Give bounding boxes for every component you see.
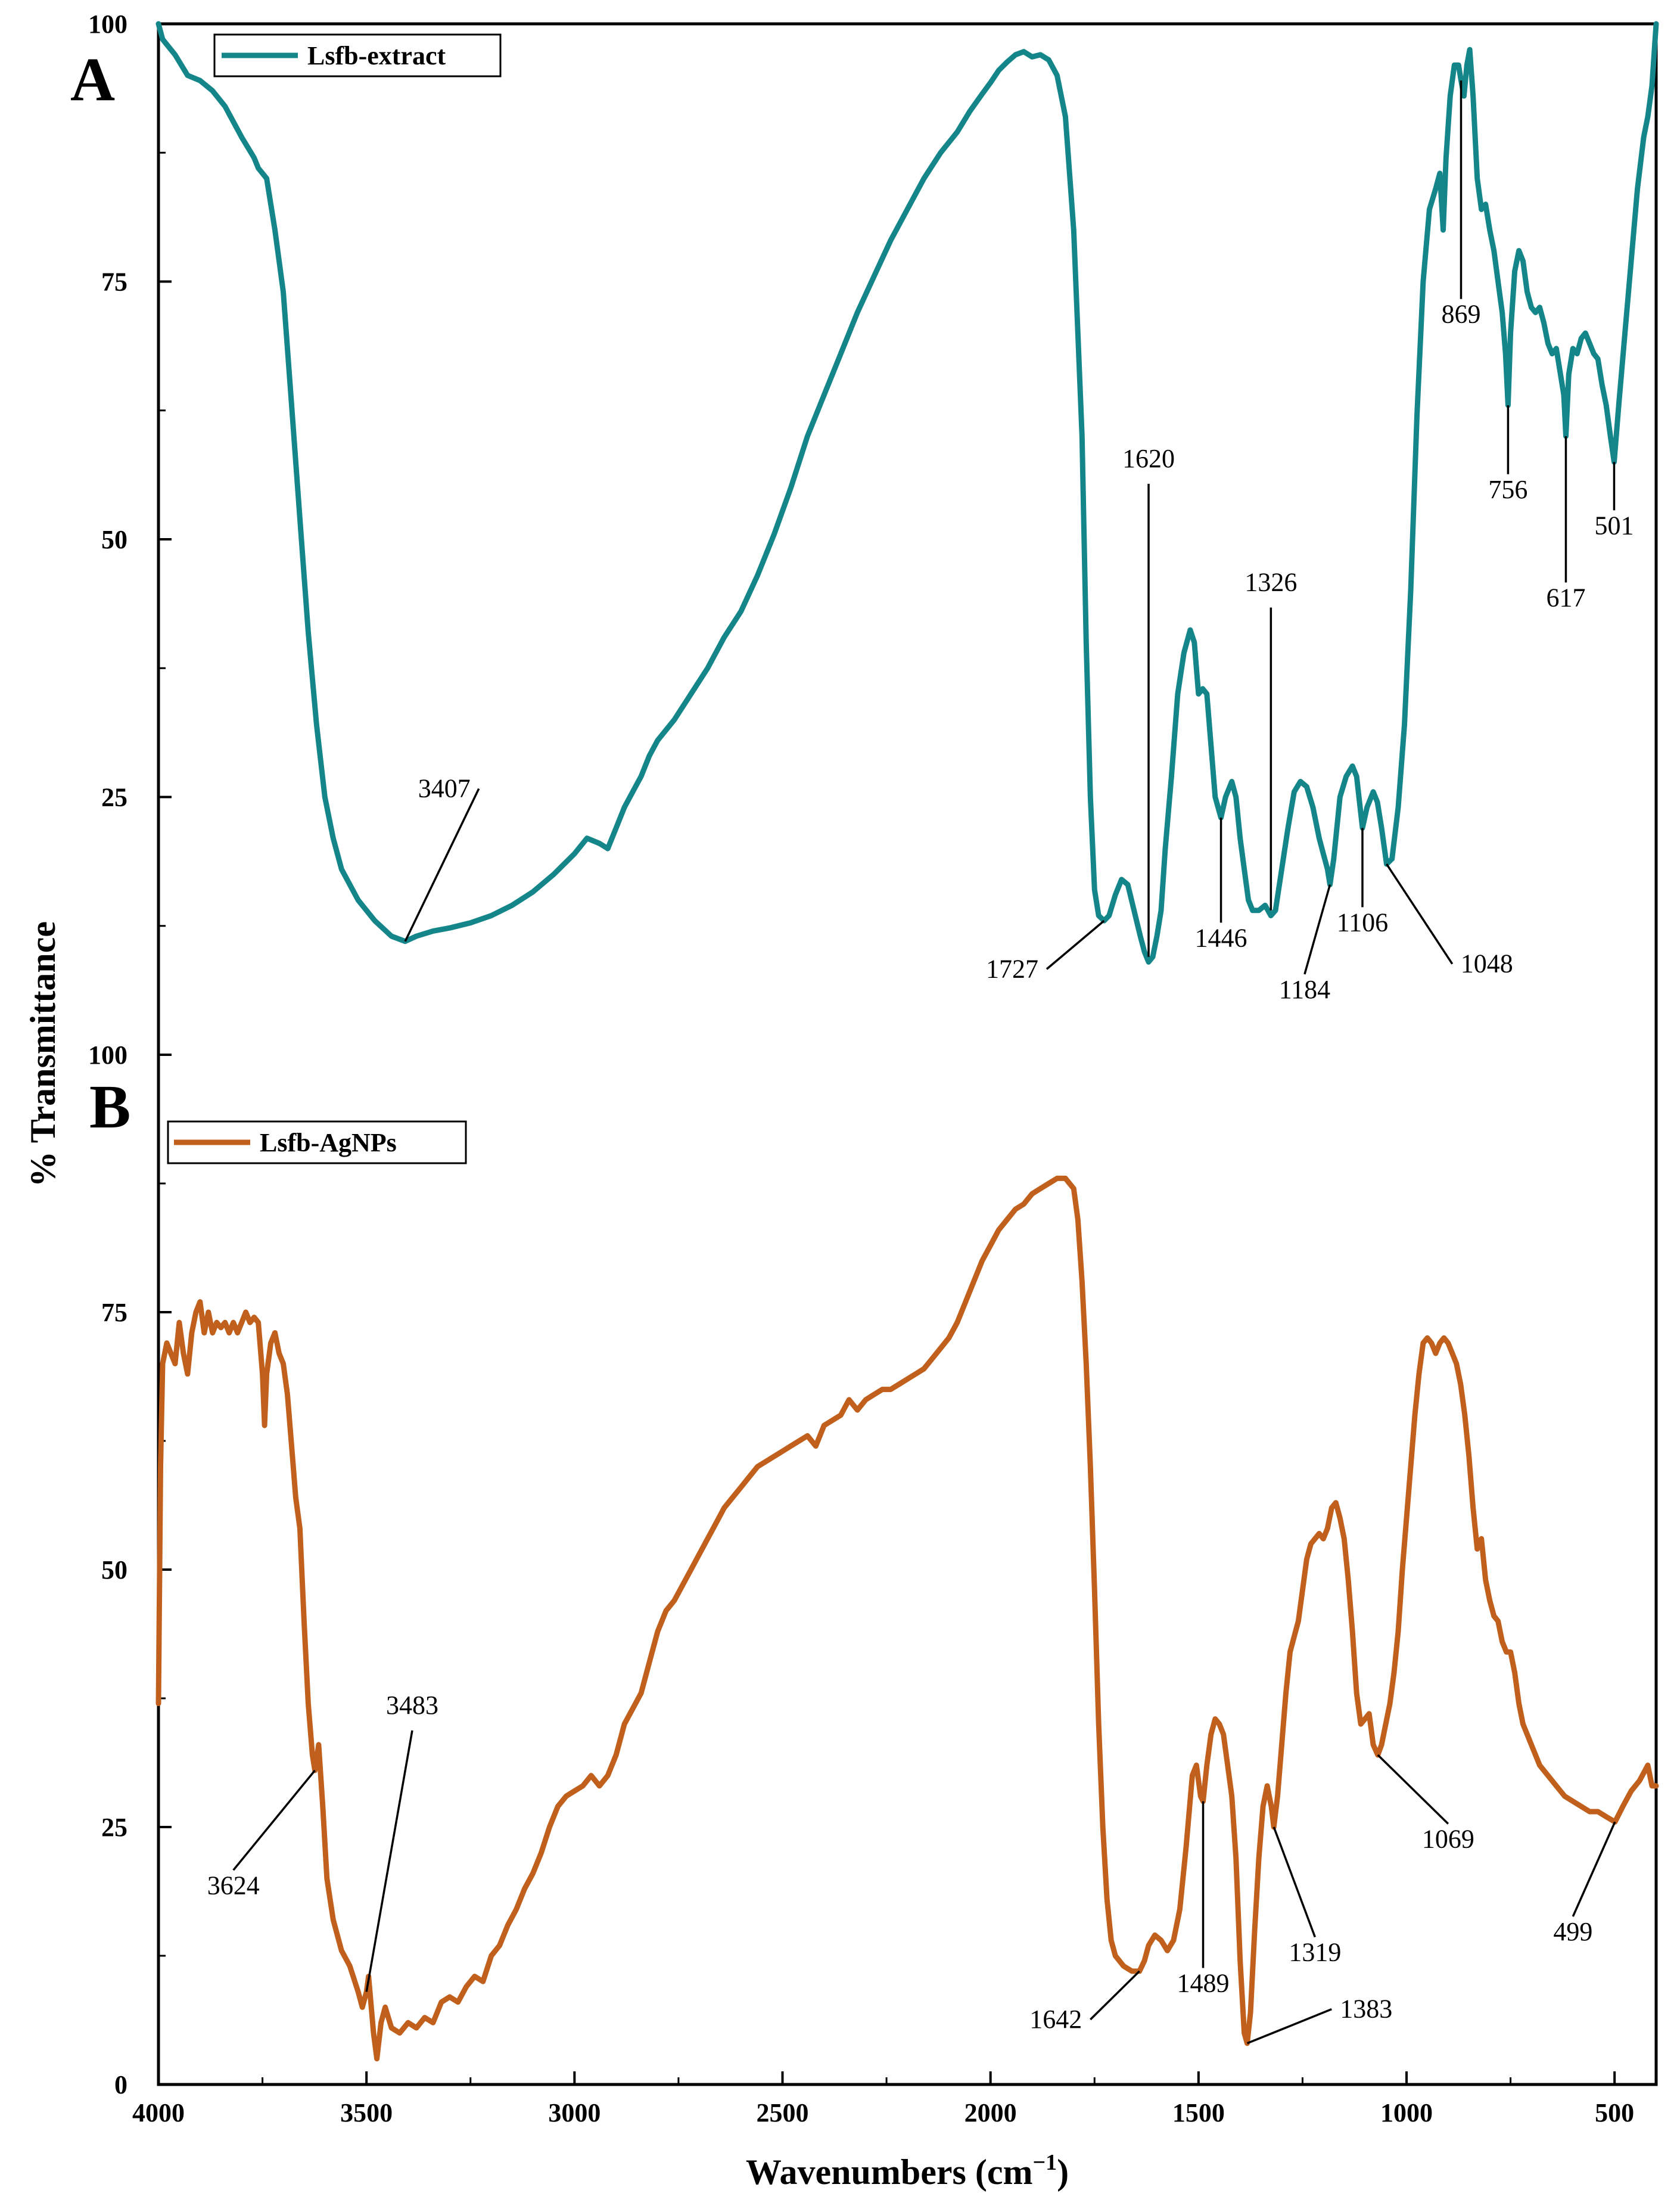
x-tick-label: 3500 [340,2098,393,2127]
peak-label-3483: 3483 [386,1691,438,1720]
y-tick-label: 0 [114,2070,127,2099]
x-tick-label: 2000 [964,2098,1017,2127]
peak-leader-line [1246,2008,1332,2045]
x-axis-title-sup: −1 [1032,2150,1057,2175]
peak-leader-line [1377,1754,1449,1825]
y-tick-label: 25 [101,783,127,812]
y-tick-label: 25 [101,1813,127,1842]
peak-label-1446: 1446 [1195,923,1247,952]
panel-a-series-line [155,21,1659,965]
peak-label-756: 756 [1488,475,1527,504]
panel-b-series-line [155,1175,1659,2062]
peak-label-1383: 1383 [1340,1994,1392,2024]
panel-a-legend: Lsfb-extract [213,33,502,77]
peak-label-1326: 1326 [1244,568,1297,597]
peak-leader-line [365,1730,413,1992]
panel-b-peak-labels: 3483 3624 1642 1489 1383 1319 1069 499 [207,1691,1616,2045]
peak-label-1620: 1620 [1122,444,1175,473]
peak-label-1727: 1727 [986,954,1038,983]
panel-b-y-axis: 0 25 50 75 100 [88,1040,172,2099]
x-axis-title-end: ) [1057,2152,1069,2192]
panel-a: A Lsfb-extract 25 50 75 100 3407 1620 1326 172… [70,10,1659,1004]
y-tick-label: 50 [101,1555,127,1585]
peak-label-869: 869 [1441,300,1480,329]
peak-label-501: 501 [1594,511,1634,540]
peak-label-1489: 1489 [1177,1968,1230,1997]
x-tick-label: 500 [1595,2098,1634,2127]
peak-leader-line [232,1769,316,1871]
peak-leader-line [1386,863,1454,965]
panel-a-legend-label: Lsfb-extract [307,41,446,70]
x-tick-label: 2500 [757,2098,809,2127]
panel-b-legend: Lsfb-AgNPs [167,1120,467,1164]
panel-b: B Lsfb-AgNPs 0 25 50 75 100 3483 3624 1642 1489… [88,1040,1659,2099]
panel-b-letter: B [89,1073,130,1141]
y-tick-label: 50 [101,525,127,554]
panel-a-y-axis: 25 50 75 100 [88,10,172,927]
panel-b-legend-label: Lsfb-AgNPs [260,1128,397,1157]
panel-a-letter: A [70,45,115,114]
y-tick-label: 100 [88,1040,127,1070]
peak-label-499: 499 [1553,1917,1592,1946]
peak-label-617: 617 [1546,583,1585,612]
peak-label-1069: 1069 [1422,1825,1474,1854]
y-tick-label: 75 [101,1298,127,1327]
peak-label-3624: 3624 [207,1871,260,1900]
peak-label-1048: 1048 [1461,949,1513,978]
x-axis-title-main: Wavenumbers (cm [746,2152,1033,2192]
peak-label-1106: 1106 [1337,908,1388,937]
peak-label-1184: 1184 [1279,975,1330,1004]
x-tick-label: 3000 [548,2098,601,2127]
peak-label-3407: 3407 [418,774,471,803]
peak-leader-line [1572,1821,1616,1917]
x-tick-label: 1500 [1172,2098,1225,2127]
peak-leader-line [1272,1826,1317,1938]
x-tick-label: 4000 [132,2098,185,2127]
peak-label-1642: 1642 [1029,2005,1082,2034]
panel-a-peak-labels: 3407 1620 1326 1727 1446 1184 1106 1048 869 756 61… [404,80,1634,1004]
y-tick-label: 100 [88,10,127,39]
peak-leader-line [1090,1970,1140,2021]
peak-leader-line [1046,919,1105,970]
peak-leader-line [404,788,480,942]
x-axis: 4000 3500 3000 2500 2000 1500 1000 500 [132,2071,1634,2127]
y-tick-label: 75 [101,268,127,297]
peak-label-1319: 1319 [1289,1938,1341,1967]
x-axis-title: Wavenumbers (cm−1) [746,2150,1069,2192]
x-tick-label: 1000 [1380,2098,1433,2127]
peak-leader-line [1303,884,1331,975]
y-axis-title: % Transmittance [23,921,63,1187]
